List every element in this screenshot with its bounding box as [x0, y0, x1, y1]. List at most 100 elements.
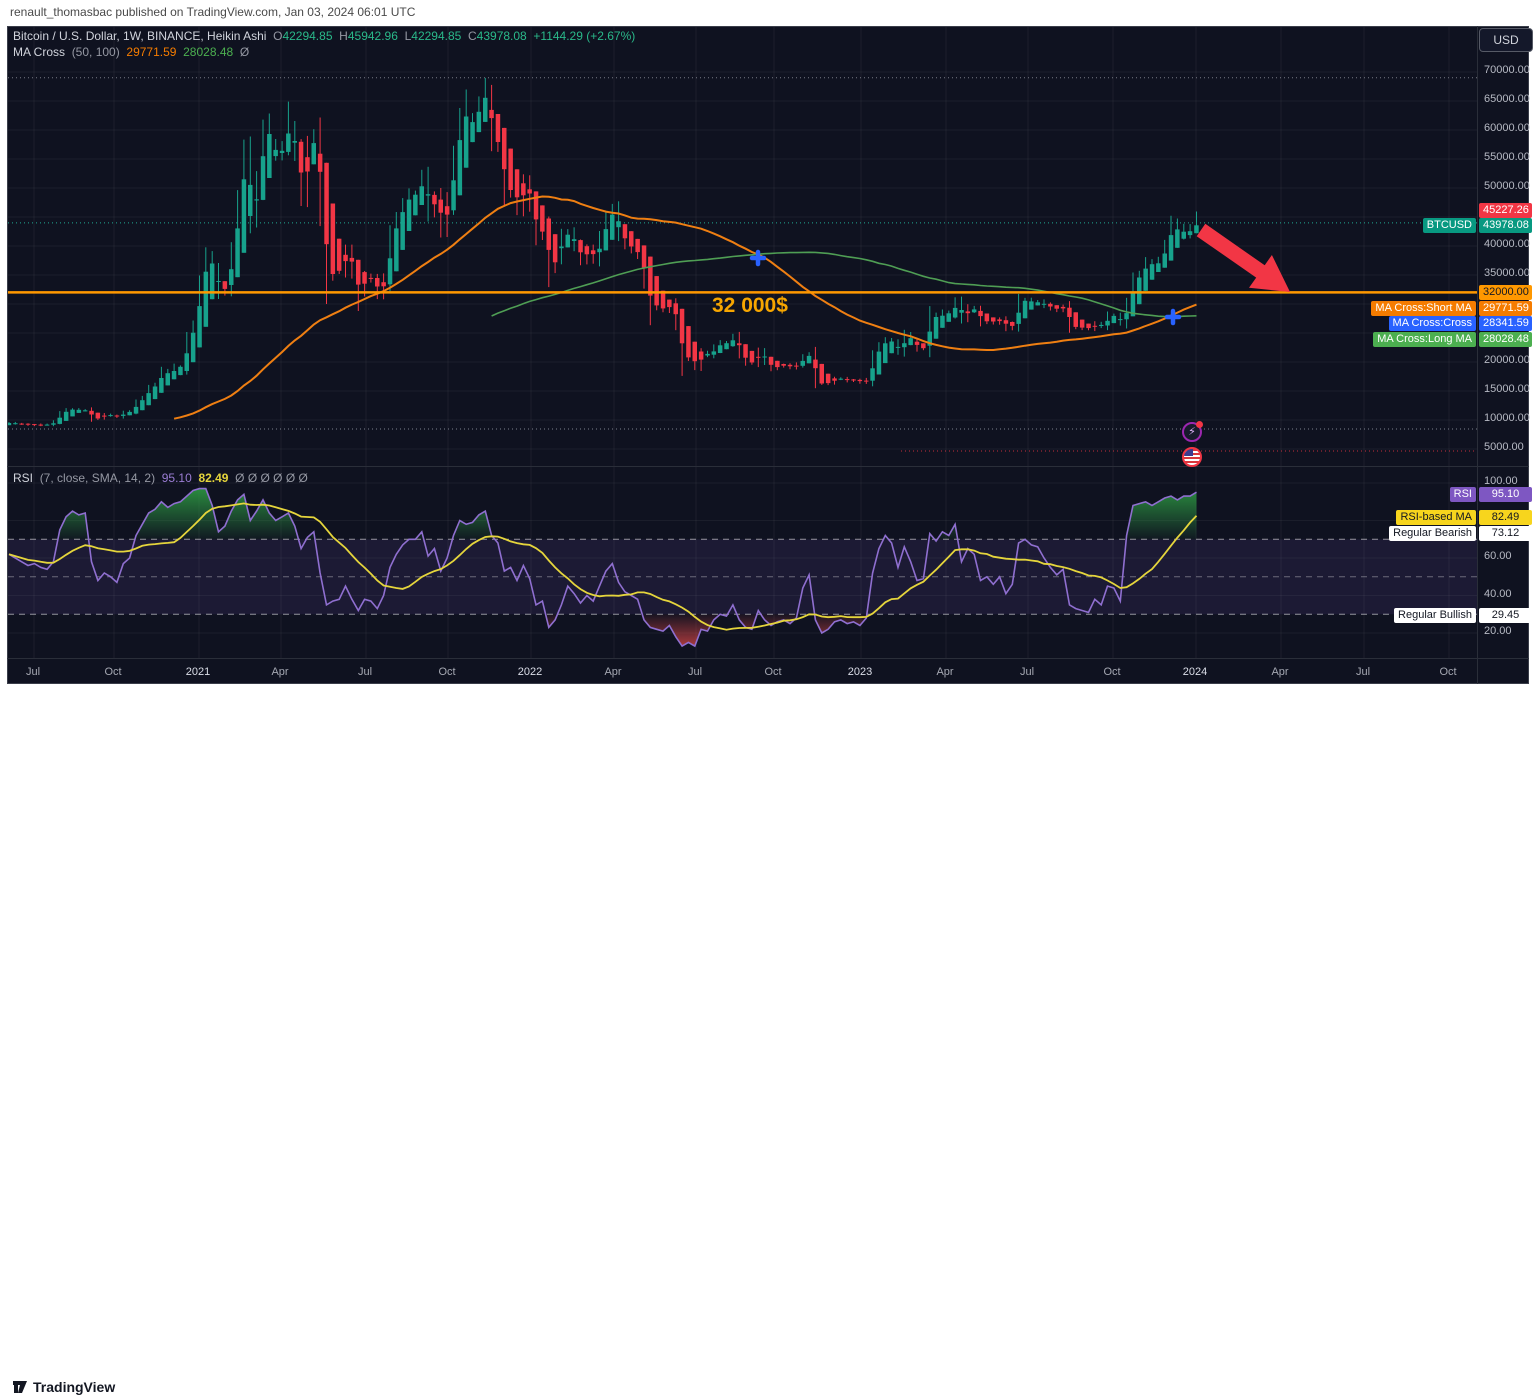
footer-bar: TradingView: [0, 684, 1536, 1395]
time-axis-label: 2023: [847, 666, 873, 678]
ma-cross-label: 28341.59: [1479, 316, 1532, 331]
candle-body: [330, 203, 336, 274]
ma-long-line[interactable]: [491, 251, 1197, 318]
candle-body: [1022, 300, 1028, 319]
currency-usd-button[interactable]: USD: [1479, 28, 1533, 52]
ma-cross-legend[interactable]: MA Cross (50, 100) 29771.59 28028.48 Ø: [13, 45, 249, 59]
price-chart-canvas[interactable]: [6, 27, 1478, 683]
candle-body: [25, 423, 31, 425]
time-axis-label: Apr: [604, 666, 622, 678]
candle-body: [584, 246, 590, 255]
candle-body: [356, 259, 361, 285]
candle-body: [654, 276, 659, 306]
candle-body: [1016, 312, 1021, 324]
ma-short-value: 29771.59: [126, 45, 177, 59]
candle-body: [737, 343, 742, 346]
bearish-arrow-drawing[interactable]: [1196, 223, 1290, 292]
chart-frame[interactable]: [6, 26, 1529, 684]
candle-body: [743, 344, 748, 358]
candle-body: [1149, 264, 1155, 280]
candle-body: [997, 319, 1002, 322]
candle-body: [832, 378, 837, 381]
rsi-ma-value-label: 82.49: [1479, 510, 1532, 525]
candle-body: [971, 309, 977, 313]
candle-body: [406, 199, 412, 231]
time-axis-label: Apr: [271, 666, 289, 678]
price-axis-label: 50000.00: [1484, 180, 1530, 192]
candle-body: [216, 281, 221, 282]
candle-body: [876, 351, 882, 375]
time-axis-label: 2021: [185, 666, 211, 678]
ask-price-label: 45227.26: [1479, 203, 1532, 218]
candle-body: [959, 310, 964, 313]
candle-body: [800, 360, 805, 366]
rsi-value-label: 95.10: [1479, 487, 1532, 502]
candle-body: [387, 258, 393, 285]
candle-body: [508, 148, 513, 190]
candle-body: [413, 194, 418, 216]
candle-body: [667, 299, 672, 308]
rsi-legend[interactable]: RSI (7, close, SMA, 14, 2) 95.10 82.49 Ø…: [13, 471, 308, 485]
candle-body: [438, 199, 443, 213]
candle-body: [825, 373, 831, 384]
time-axis-label: Jul: [1019, 666, 1035, 678]
price-axis-label: 70000.00: [1484, 64, 1530, 76]
candle-body: [1054, 305, 1059, 309]
price-axis-label: 60000.00: [1484, 122, 1530, 134]
rsi-line[interactable]: [8, 487, 1197, 648]
us-flag-event-icon[interactable]: [1182, 447, 1202, 467]
candle-body: [89, 410, 94, 415]
candle-body: [349, 257, 355, 262]
candle-body: [768, 356, 774, 365]
price-level-text-annotation[interactable]: 32 000$: [712, 294, 788, 317]
ma-short-line[interactable]: [173, 195, 1197, 420]
candle-body: [1168, 235, 1174, 261]
candle-body: [463, 116, 469, 168]
rsi-axis-label: 60.00: [1484, 550, 1512, 562]
candle-body: [108, 415, 113, 417]
price-axis-label: 65000.00: [1484, 93, 1530, 105]
flag-union: [1184, 449, 1193, 456]
ma-cross-marker[interactable]: [749, 249, 767, 267]
price-axis-label: 10000.00: [1484, 412, 1530, 424]
symbol-legend[interactable]: Bitcoin / U.S. Dollar, 1W, BINANCE, Heik…: [13, 29, 635, 43]
tradingview-logo[interactable]: TradingView: [12, 1379, 115, 1395]
economic-event-icon[interactable]: ⚡: [1182, 421, 1203, 442]
candle-body: [940, 315, 945, 328]
candle-body: [756, 356, 761, 358]
price-axis-separator: [1477, 26, 1478, 684]
candle-body: [794, 365, 799, 367]
change-value: +1144.29 (+2.67%): [533, 29, 636, 43]
rsi-ma-line[interactable]: [8, 502, 1198, 631]
pane-separator[interactable]: [7, 466, 1529, 467]
candle-body: [1175, 229, 1180, 248]
candle-body: [908, 338, 913, 346]
ohlc-c-key: C: [468, 29, 477, 43]
price-axis-label: 15000.00: [1484, 383, 1530, 395]
rsi-axis-label: 20.00: [1484, 625, 1512, 637]
rsi-divergence-fill: [452, 511, 495, 540]
candle-body: [965, 311, 971, 314]
candle-body: [13, 423, 18, 425]
candle-body: [1003, 320, 1009, 324]
time-axis-separator: [7, 658, 1529, 659]
candle-body: [883, 343, 888, 364]
rsi-ma-current-value: 82.49: [198, 471, 229, 485]
candle-body: [76, 409, 82, 413]
ma-cross-marker[interactable]: [1164, 308, 1182, 326]
candle-body: [1041, 303, 1047, 305]
level-32000-label: 32000.00: [1479, 285, 1532, 300]
candle-body: [571, 239, 577, 241]
ma-cross-name-tag: MA Cross:Cross: [1388, 316, 1476, 331]
candle-body: [527, 189, 532, 194]
rsi-current-value: 95.10: [161, 471, 192, 485]
candle-body: [660, 290, 666, 309]
candle-body: [648, 256, 653, 296]
candle-body: [902, 343, 907, 348]
ohlc-l-value: 42294.85: [411, 29, 462, 43]
candle-body: [197, 306, 202, 348]
candle-body: [787, 364, 793, 367]
candle-body: [57, 417, 62, 424]
ma-short-label: 29771.59: [1479, 301, 1532, 316]
candle-body: [381, 282, 386, 287]
